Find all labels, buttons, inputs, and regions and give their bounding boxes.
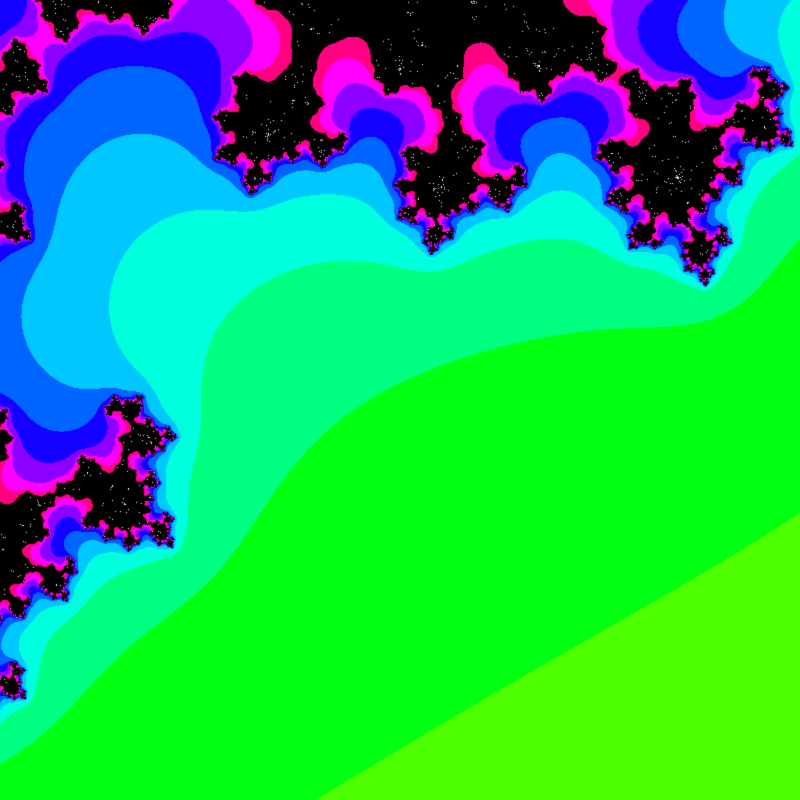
fractal-image: [0, 0, 800, 800]
